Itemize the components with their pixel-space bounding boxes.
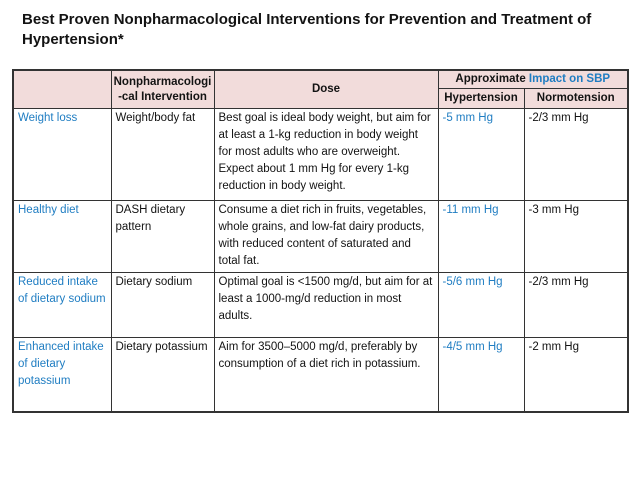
header-impact-cell: Approximate Impact on SBP [437, 69, 629, 89]
table-row: Reduced intake of dietary sodium Dietary… [12, 272, 629, 338]
cell-impact-hypertension: -11 mm Hg [437, 200, 525, 273]
cell-category: Dietary sodium [110, 272, 215, 338]
interventions-table: Nonpharmacologi -cal Intervention Dose A… [12, 69, 629, 413]
table-row: Healthy diet DASH dietary pattern Consum… [12, 200, 629, 273]
cell-dose: Optimal goal is <1500 mg/d, but aim for … [213, 272, 439, 338]
cell-impact-hypertension: -5 mm Hg [437, 108, 525, 201]
header-intervention-line2: -cal Intervention [118, 90, 207, 103]
cell-intervention: Healthy diet [12, 200, 112, 273]
table-row: Enhanced intake of dietary potassium Die… [12, 337, 629, 412]
page-title-line2: Hypertension* [22, 31, 124, 48]
cell-impact-hypertension: -4/5 mm Hg [437, 337, 525, 412]
cell-intervention: Reduced intake of dietary sodium [12, 272, 112, 338]
cell-impact-normotension: -2 mm Hg [523, 337, 629, 412]
header-dose-cell: Dose [213, 69, 439, 109]
page-title: Best Proven Nonpharmacological Intervent… [22, 10, 591, 50]
header-impact-suffix: Impact on SBP [528, 73, 611, 85]
cell-impact-normotension: -2/3 mm Hg [523, 272, 629, 338]
cell-dose: Consume a diet rich in fruits, vegetable… [213, 200, 439, 273]
header-normotension-cell: Normotension [523, 88, 629, 109]
cell-impact-hypertension: -5/6 mm Hg [437, 272, 525, 338]
header-intervention-cell: Nonpharmacologi -cal Intervention [110, 69, 215, 109]
header-intervention-line1: Nonpharmacologi [113, 75, 212, 88]
header-hypertension-cell: Hypertension [437, 88, 525, 109]
cell-category: Weight/body fat [110, 108, 215, 201]
table-row: Weight loss Weight/body fat Best goal is… [12, 108, 629, 201]
header-empty-corner-cell [12, 69, 112, 109]
page-title-line1: Best Proven Nonpharmacological Intervent… [22, 11, 592, 28]
table-header-row: Nonpharmacologi -cal Intervention Dose A… [12, 69, 629, 109]
cell-impact-normotension: -3 mm Hg [523, 200, 629, 273]
cell-dose: Aim for 3500–5000 mg/d, preferably by co… [213, 337, 439, 412]
cell-intervention: Enhanced intake of dietary potassium [12, 337, 112, 412]
cell-intervention: Weight loss [12, 108, 112, 201]
cell-category: Dietary potassium [110, 337, 215, 412]
cell-category: DASH dietary pattern [110, 200, 215, 273]
cell-impact-normotension: -2/3 mm Hg [523, 108, 629, 201]
cell-dose: Best goal is ideal body weight, but aim … [213, 108, 439, 201]
header-impact-prefix: Approximate [455, 73, 526, 85]
table-subheader-row: Hypertension Normotension [13, 88, 629, 109]
